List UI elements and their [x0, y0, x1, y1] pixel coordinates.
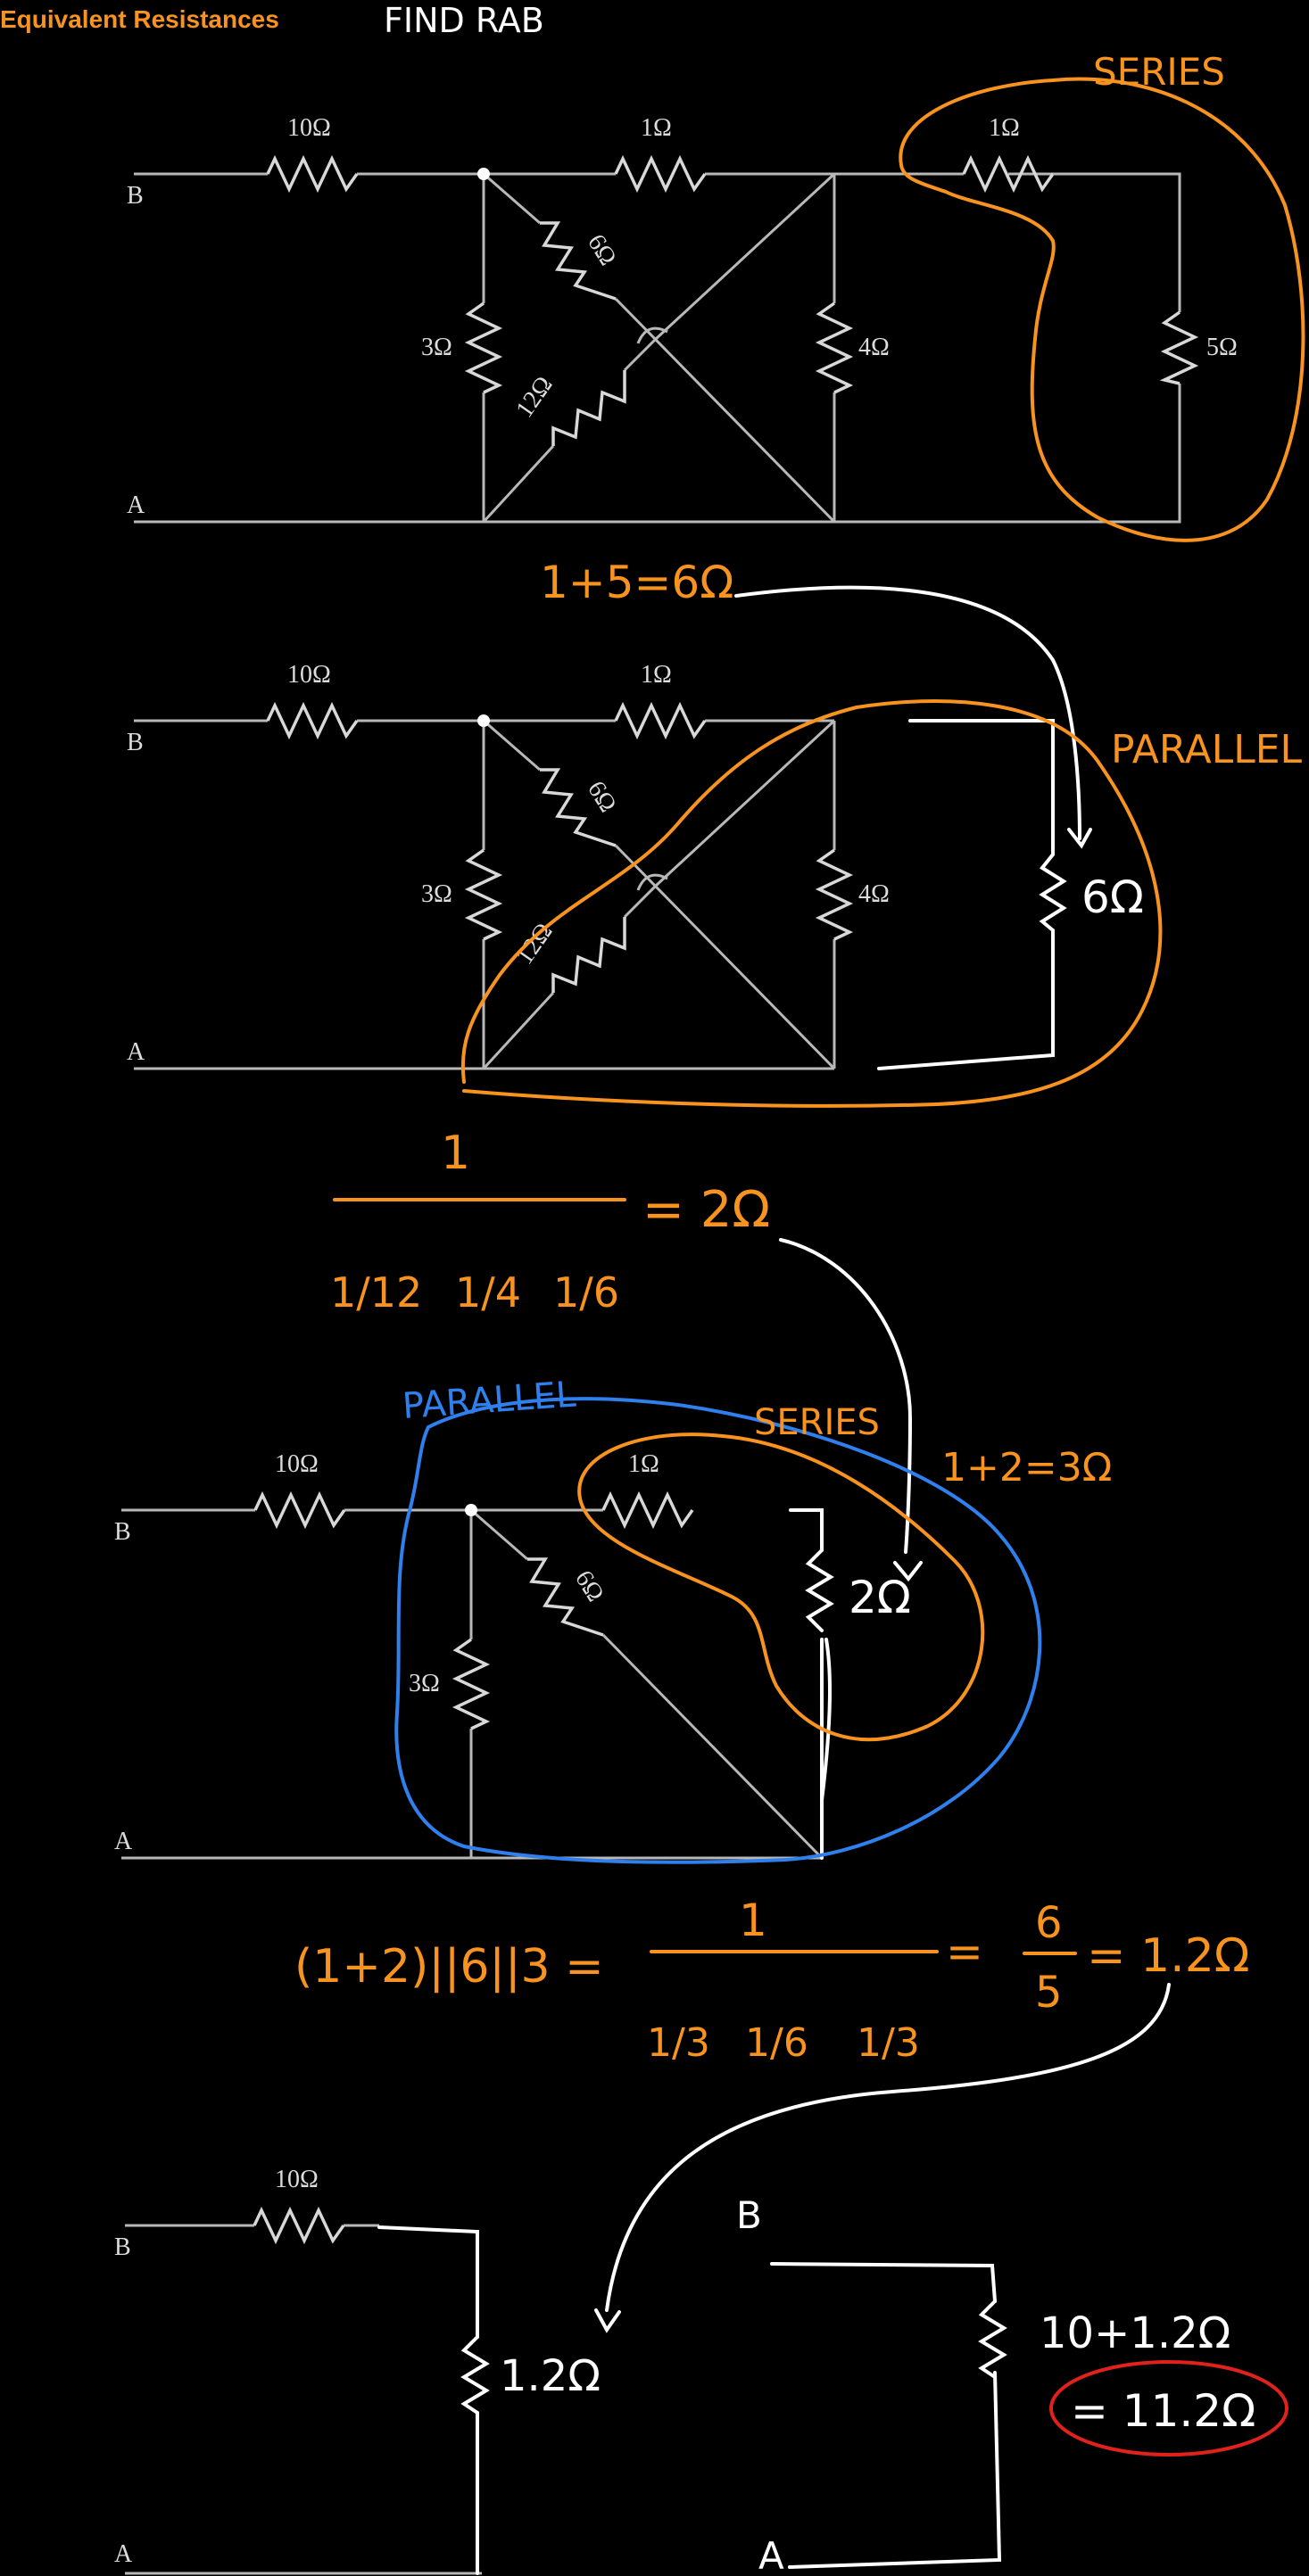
label-10-c4: 10Ω — [275, 2166, 319, 2193]
node-a-4: A — [114, 2540, 133, 2568]
label-2-new: 2Ω — [849, 1572, 911, 1623]
label-6-new: 6Ω — [1081, 871, 1144, 923]
frac2-mid: = — [946, 1926, 983, 1977]
parallel-label-2: PARALLEL — [401, 1374, 577, 1427]
node-a-1: A — [127, 491, 145, 519]
circuit-3: 10Ω 1Ω 3Ω 6Ω B A 2Ω — [114, 1450, 911, 1860]
node-b-3: B — [114, 1518, 131, 1546]
label-3: 3Ω — [421, 334, 452, 361]
circuit-4: 10Ω B A 1.2Ω — [114, 2166, 601, 2575]
final-node-b: B — [736, 2193, 762, 2237]
final-answer: = 11.2Ω — [1071, 2385, 1255, 2437]
circuit-2: 10Ω 1Ω 3Ω 4Ω 6Ω 12Ω B A 6Ω — [127, 661, 1163, 1108]
frac2-den-c: 1/3 — [857, 2020, 920, 2066]
answer-circle — [1049, 2360, 1288, 2456]
label-3-c2: 3Ω — [421, 880, 452, 908]
frac1-result: = 2Ω — [642, 1181, 770, 1239]
final-node-a: A — [758, 2534, 784, 2576]
find-rab-heading: FIND RAB — [384, 1, 544, 40]
eq-series-2: 1+2=3Ω — [941, 1445, 1112, 1490]
frac2-result: = 1.2Ω — [1087, 1929, 1250, 1983]
frac1-den-b: 1/4 — [455, 1268, 521, 1317]
resistor-1b — [962, 154, 1055, 194]
resistor-1a — [614, 154, 707, 194]
circuit-1: 10Ω 1Ω 1Ω 3Ω 4Ω 5Ω 6Ω 12Ω B A SERIES — [127, 50, 1305, 542]
label-3-c3: 3Ω — [409, 1670, 440, 1697]
label-10: 10Ω — [287, 114, 331, 142]
frac2-ratio-den: 5 — [1035, 1968, 1063, 2018]
label-6: 6Ω — [582, 229, 622, 270]
label-10-c3: 10Ω — [275, 1450, 319, 1478]
series-label-2: SERIES — [754, 1402, 880, 1443]
node-b-1: B — [127, 182, 144, 210]
final-sum: 10+1.2Ω — [1040, 2308, 1230, 2358]
label-12: 12Ω — [510, 371, 558, 423]
series-label-1: SERIES — [1093, 50, 1225, 94]
label-1b: 1Ω — [989, 114, 1020, 142]
frac1-num: 1 — [441, 1127, 470, 1180]
label-6-c2: 6Ω — [582, 776, 622, 817]
node-b-2: B — [127, 729, 144, 756]
resistor-6 — [540, 221, 617, 301]
label-1-c2: 1Ω — [641, 661, 672, 689]
node-b-4: B — [114, 2233, 131, 2261]
label-4-c2: 4Ω — [858, 880, 890, 908]
resistor-10 — [266, 154, 359, 194]
label-12-c2: 12Ω — [510, 918, 558, 970]
resistor-12 — [551, 370, 626, 446]
label-1-2-new: 1.2Ω — [500, 2351, 601, 2401]
frac2-den-b: 1/6 — [745, 2020, 808, 2066]
label-10-c2: 10Ω — [287, 661, 331, 689]
eq-combo-lhs: (1+2)||6||3 = — [294, 1940, 604, 1994]
frac1-den-a: 1/12 — [330, 1268, 422, 1317]
node-a-2: A — [127, 1038, 145, 1066]
parallel-label-1: PARALLEL — [1111, 727, 1303, 772]
resistor-4 — [815, 301, 854, 394]
page-title: Equivalent Resistances — [0, 5, 279, 33]
eq-series-1: 1+5=6Ω — [540, 557, 733, 608]
series-loop-1 — [899, 77, 1305, 542]
label-4: 4Ω — [858, 334, 890, 361]
label-1a: 1Ω — [641, 114, 672, 142]
frac2-num: 1 — [739, 1895, 767, 1946]
resistor-5 — [1159, 310, 1199, 385]
frac1-den-c: 1/6 — [553, 1268, 619, 1317]
node-a-3: A — [114, 1828, 133, 1855]
frac2-ratio-num: 6 — [1035, 1898, 1063, 1948]
frac2-den-a: 1/3 — [647, 2020, 710, 2066]
label-1-c3: 1Ω — [628, 1450, 659, 1478]
label-6-c3: 6Ω — [569, 1565, 609, 1606]
resistor-3 — [464, 301, 503, 394]
label-5: 5Ω — [1206, 334, 1238, 361]
